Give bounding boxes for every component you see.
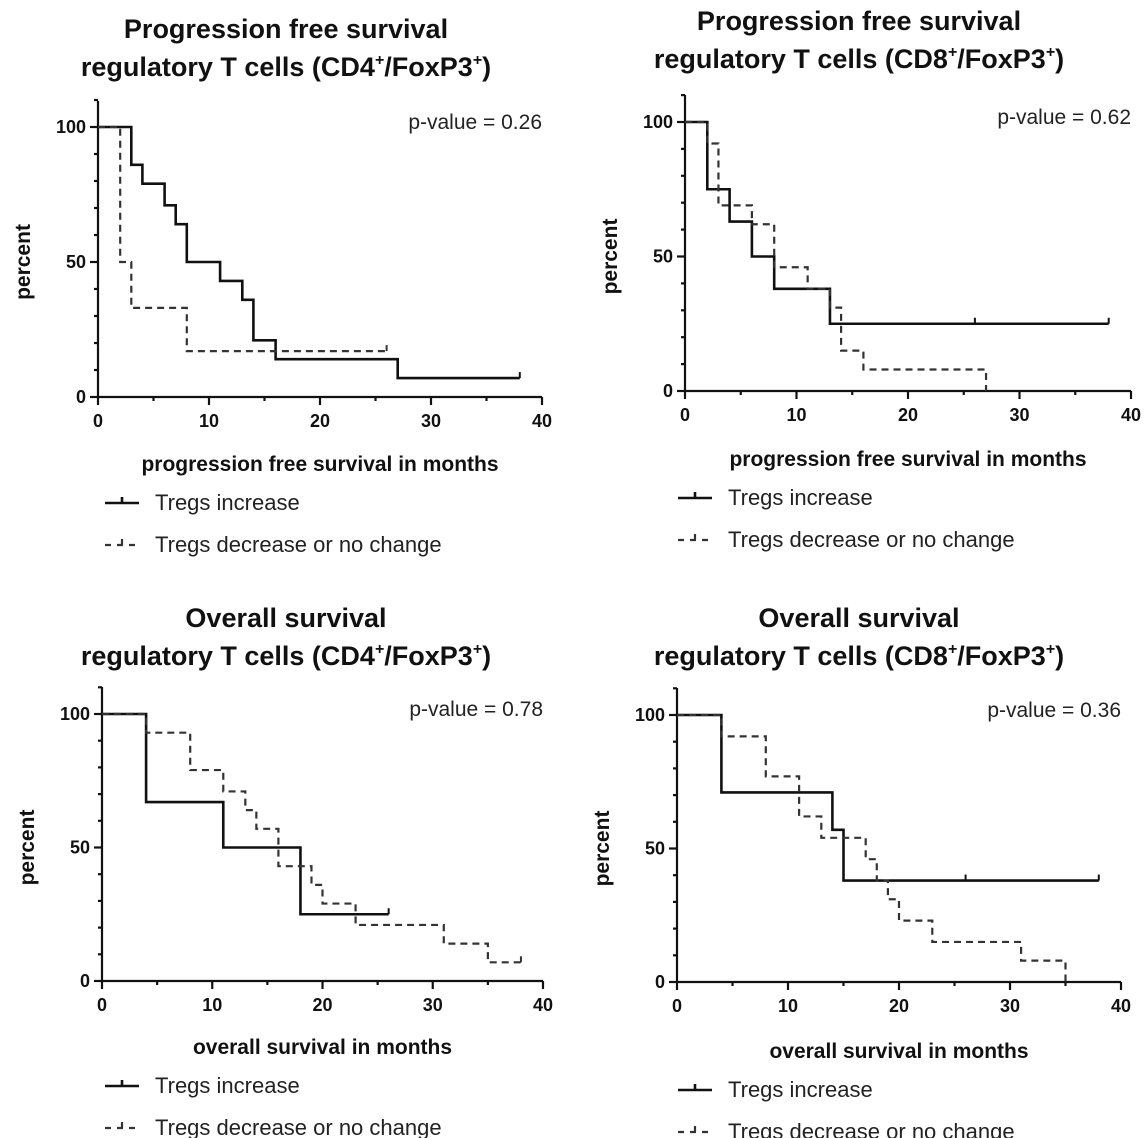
chart-title-line1: Progression free survival — [124, 14, 448, 44]
y-tick-label: 100 — [60, 704, 90, 724]
km-curve-tregs-increase — [98, 125, 520, 380]
p-value-annotation: p-value = 0.78 — [409, 698, 543, 721]
y-axis-label: percent — [599, 219, 622, 295]
y-tick-label: 50 — [66, 252, 86, 272]
km-curve-tregs-increase — [677, 713, 1099, 882]
x-tick-label: 20 — [312, 995, 332, 1015]
y-tick-label: 100 — [56, 117, 86, 137]
x-tick-label: 40 — [1121, 405, 1141, 425]
chart-os-cd4: Overall survival regulatory T cells (CD4+… — [16, 603, 553, 1138]
x-axis-label: progression free survival in months — [141, 453, 498, 476]
x-tick-label: 0 — [97, 995, 107, 1015]
y-tick-label: 0 — [80, 971, 90, 991]
y-axis-label: percent — [591, 811, 614, 887]
chart-title-line2: regulatory T cells (CD4+/FoxP3+) — [81, 52, 491, 82]
km-curve-tregs-increase — [685, 120, 1109, 326]
chart-os-cd8: Overall survival regulatory T cells (CD8+… — [591, 603, 1131, 1138]
x-tick-label: 10 — [202, 995, 222, 1015]
y-tick-label: 0 — [655, 972, 665, 992]
chart-title-line1: Overall survival — [758, 603, 959, 633]
x-tick-label: 40 — [533, 995, 553, 1015]
legend-label-increase: Tregs increase — [728, 1077, 873, 1102]
km-curve-tregs-increase — [102, 712, 389, 916]
y-tick-label: 50 — [645, 839, 665, 859]
km-curve-tregs-decrease — [102, 712, 521, 964]
y-tick-label: 100 — [643, 112, 673, 132]
legend-label-decrease: Tregs decrease or no change — [155, 1115, 442, 1138]
p-value-annotation: p-value = 0.62 — [997, 106, 1131, 129]
km-curve-tregs-decrease — [685, 120, 988, 391]
x-tick-label: 0 — [680, 405, 690, 425]
x-tick-label: 30 — [421, 411, 441, 431]
legend-label-increase: Tregs increase — [155, 1073, 300, 1098]
x-tick-label: 30 — [1000, 996, 1020, 1016]
chart-panel-os-cd8: Overall survival regulatory T cells (CD8+… — [573, 569, 1146, 1138]
x-tick-label: 30 — [1009, 405, 1029, 425]
y-axis-label: percent — [16, 810, 39, 886]
x-axis-label: overall survival in months — [193, 1036, 452, 1059]
x-tick-label: 40 — [1111, 996, 1131, 1016]
chart-title-line1: Progression free survival — [697, 6, 1021, 36]
km-curve-tregs-decrease — [677, 713, 1067, 982]
y-tick-label: 50 — [653, 247, 673, 267]
x-tick-label: 20 — [310, 411, 330, 431]
x-tick-label: 0 — [672, 996, 682, 1016]
chart-pfs-cd4: Progression free survival regulatory T ce… — [12, 14, 552, 557]
y-tick-label: 0 — [76, 387, 86, 407]
p-value-annotation: p-value = 0.26 — [408, 111, 542, 134]
chart-title-line2: regulatory T cells (CD4+/FoxP3+) — [81, 641, 491, 671]
p-value-annotation: p-value = 0.36 — [987, 699, 1121, 722]
chart-panel-pfs-cd4: Progression free survival regulatory T ce… — [0, 0, 573, 569]
chart-panel-pfs-cd8: Progression free survival regulatory T ce… — [573, 0, 1146, 569]
x-tick-label: 40 — [532, 411, 552, 431]
x-tick-label: 0 — [93, 411, 103, 431]
x-axis-label: overall survival in months — [769, 1040, 1028, 1063]
x-tick-label: 10 — [199, 411, 219, 431]
x-tick-label: 10 — [786, 405, 806, 425]
x-tick-label: 20 — [898, 405, 918, 425]
chart-title-line2: regulatory T cells (CD8+/FoxP3+) — [654, 44, 1064, 74]
y-tick-label: 50 — [70, 838, 90, 858]
x-tick-label: 20 — [889, 996, 909, 1016]
x-axis-label: progression free survival in months — [729, 448, 1086, 471]
legend-label-decrease: Tregs decrease or no change — [155, 532, 442, 557]
x-tick-label: 10 — [778, 996, 798, 1016]
chart-title-line1: Overall survival — [185, 603, 386, 633]
legend-label-decrease: Tregs decrease or no change — [728, 1119, 1015, 1138]
km-curve-tregs-decrease — [98, 125, 387, 353]
legend-label-increase: Tregs increase — [728, 485, 873, 510]
chart-panel-os-cd4: Overall survival regulatory T cells (CD4+… — [0, 569, 573, 1138]
y-axis-label: percent — [12, 224, 35, 300]
y-tick-label: 100 — [635, 705, 665, 725]
x-tick-label: 30 — [423, 995, 443, 1015]
legend-label-increase: Tregs increase — [155, 490, 300, 515]
y-tick-label: 0 — [663, 381, 673, 401]
chart-pfs-cd8: Progression free survival regulatory T ce… — [599, 6, 1141, 552]
legend-label-decrease: Tregs decrease or no change — [728, 527, 1015, 552]
chart-title-line2: regulatory T cells (CD8+/FoxP3+) — [654, 641, 1064, 671]
